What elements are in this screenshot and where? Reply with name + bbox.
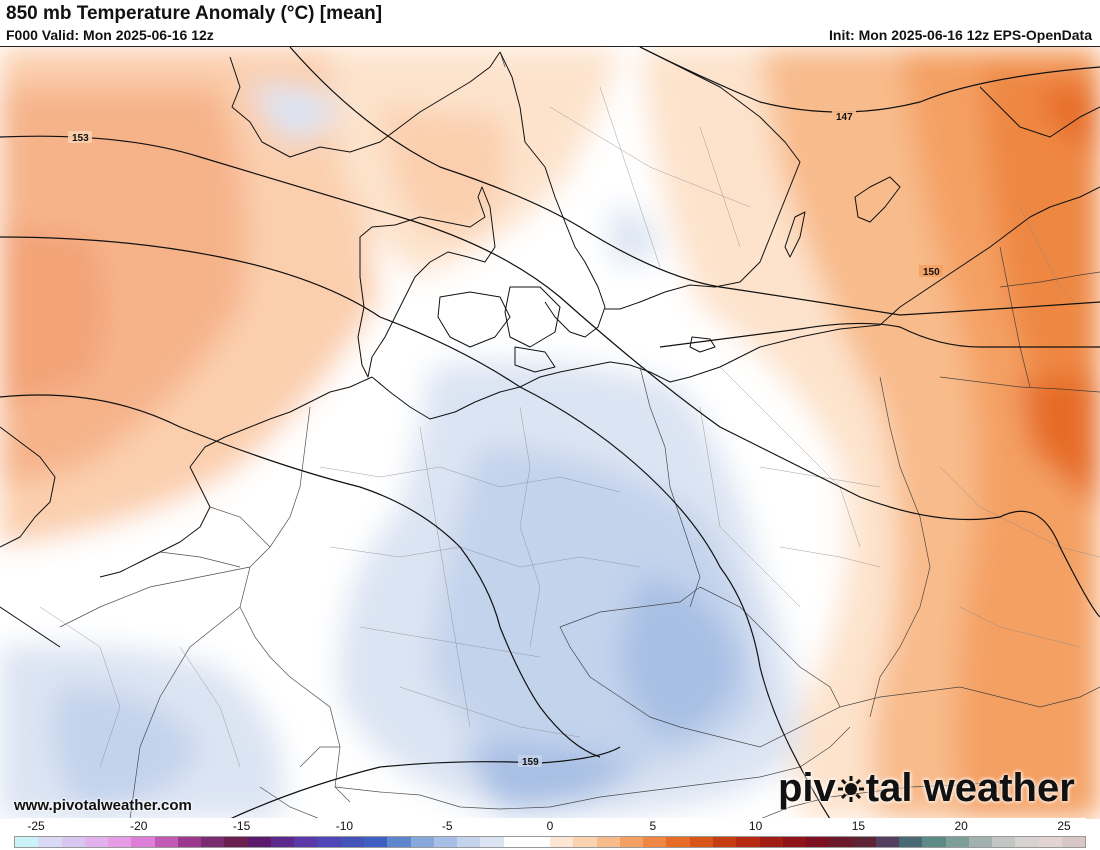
colorbar: -25 -20 -15 -10 -5 0 5 10 15 20 25	[14, 818, 1086, 850]
colorbar-cell	[480, 837, 504, 847]
map-panel[interactable]: 153 147 150 159	[0, 46, 1100, 819]
colorbar-cell	[108, 837, 132, 847]
colorbar-ticks: -25 -20 -15 -10 -5 0 5 10 15 20 25	[14, 818, 1086, 836]
colorbar-cell	[61, 837, 85, 847]
coastlines	[0, 47, 1100, 648]
colorbar-tick-label: 10	[748, 819, 763, 833]
contour-label-150: 150	[923, 267, 940, 278]
colorbar-cell	[875, 837, 900, 847]
colorbar-cell	[619, 837, 644, 847]
colorbar-cell	[177, 837, 202, 847]
colorbar-cell	[433, 837, 458, 847]
colorbar-cell	[689, 837, 713, 847]
colorbar-cell	[1038, 837, 1062, 847]
colorbar-tick-label: -20	[130, 819, 148, 833]
colorbar-tick-label: -10	[335, 819, 354, 833]
map-canvas[interactable]: 153 147 150 159	[0, 47, 1100, 819]
colorbar-cell	[1061, 837, 1086, 847]
colorbar-cell	[247, 837, 271, 847]
colorbar-cell	[503, 837, 527, 847]
colorbar-tick-label: 25	[1057, 819, 1071, 833]
pivotal-weather-logo: piv tal weather	[778, 766, 1075, 811]
sun-icon	[836, 766, 866, 811]
colorbar-cell	[945, 837, 969, 847]
colorbar-cell	[131, 837, 155, 847]
colorbar-tick-label: 20	[954, 819, 968, 833]
colorbar-cell	[712, 837, 737, 847]
valid-time: F000 Valid: Mon 2025-06-16 12z	[6, 27, 214, 43]
contour-label-159: 159	[522, 757, 539, 768]
colorbar-cell	[387, 837, 411, 847]
colorbar-cell	[666, 837, 690, 847]
colorbar-cell	[154, 837, 178, 847]
contour-labels: 153 147 150 159	[68, 110, 943, 768]
colorbar-cell	[294, 837, 318, 847]
colorbar-cell	[573, 837, 597, 847]
height-contours	[0, 47, 1100, 819]
colorbar-cell	[829, 837, 853, 847]
colorbar-cell	[736, 837, 760, 847]
colorbar-cell	[596, 837, 620, 847]
colorbar-cell	[922, 837, 946, 847]
logo-text-end: tal weather	[865, 766, 1075, 810]
contour-label-153: 153	[72, 133, 89, 144]
colorbar-tick-label: 0	[546, 819, 554, 833]
colorbar-cell	[224, 837, 248, 847]
colorbar-cell	[526, 837, 551, 847]
colorbar-cell	[363, 837, 388, 847]
colorbar-cell	[782, 837, 807, 847]
website-watermark: www.pivotalweather.com	[14, 797, 192, 814]
anomaly-fill	[0, 47, 1100, 819]
admin-lines	[39, 86, 1100, 768]
init-time: Init: Mon 2025-06-16 12z EPS-OpenData	[829, 27, 1092, 43]
colorbar-cell	[201, 837, 225, 847]
colorbar-tick-label: -5	[441, 819, 453, 833]
colorbar-cell	[270, 837, 295, 847]
header: 850 mb Temperature Anomaly (°C) [mean] F…	[0, 0, 1100, 46]
colorbar-cell	[38, 837, 62, 847]
contour-label-147: 147	[836, 112, 853, 123]
colorbar-cell	[1015, 837, 1039, 847]
colorbar-cell	[15, 837, 39, 847]
colorbar-cell	[317, 837, 341, 847]
colorbar-scale	[14, 836, 1086, 848]
colorbar-cell	[340, 837, 364, 847]
colorbar-cell	[643, 837, 667, 847]
logo-text-start: piv	[778, 766, 836, 810]
colorbar-cell	[968, 837, 993, 847]
colorbar-cell	[899, 837, 923, 847]
colorbar-cell	[550, 837, 574, 847]
colorbar-tick-label: -15	[232, 819, 251, 833]
map-title: 850 mb Temperature Anomaly (°C) [mean]	[6, 3, 383, 24]
colorbar-tick-label: 15	[851, 819, 866, 833]
colorbar-cell	[84, 837, 109, 847]
colorbar-cell	[759, 837, 783, 847]
colorbar-cell	[410, 837, 434, 847]
colorbar-cell	[852, 837, 876, 847]
colorbar-cell	[806, 837, 830, 847]
colorbar-cell	[992, 837, 1016, 847]
colorbar-tick-label: -25	[27, 819, 45, 833]
colorbar-tick-label: 5	[649, 819, 657, 833]
colorbar-cell	[457, 837, 481, 847]
